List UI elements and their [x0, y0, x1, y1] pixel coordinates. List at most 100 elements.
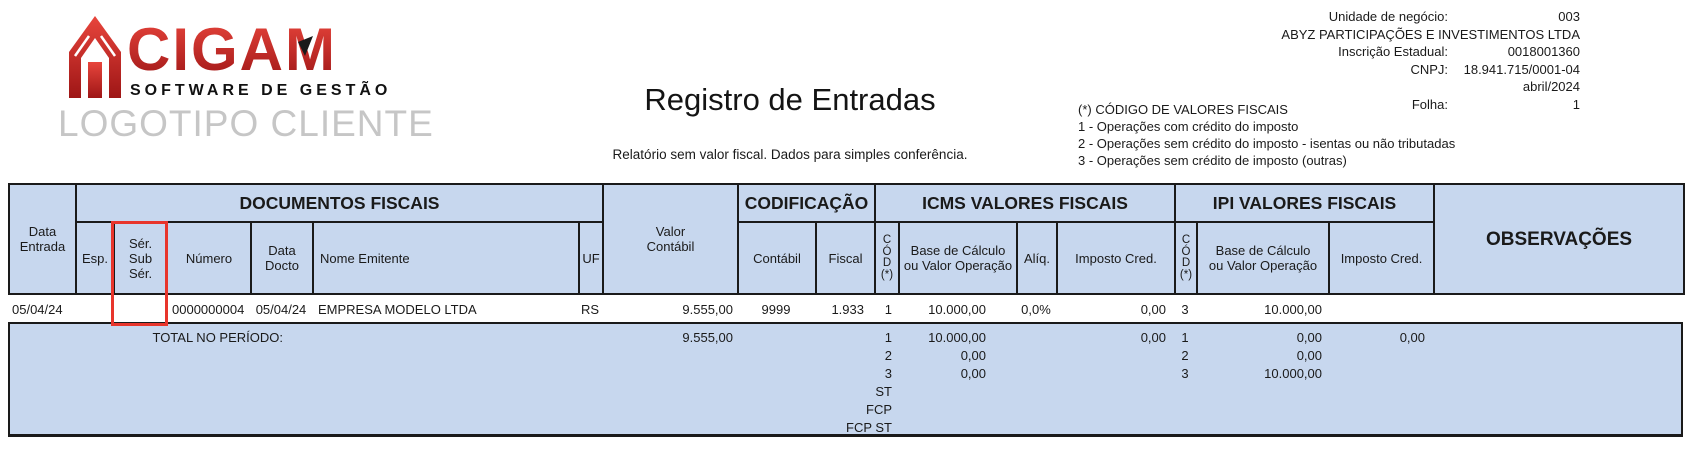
header-text: Entrada	[19, 239, 66, 254]
report-subtitle: Relatório sem valor fiscal. Dados para s…	[612, 147, 968, 162]
cell-icms-cod: 1	[874, 297, 898, 322]
header-text: Ó	[1181, 245, 1191, 258]
legend-item-3: 3 - Operações sem crédito de imposto (ou…	[1078, 153, 1347, 168]
header-text: D	[1181, 257, 1191, 269]
inscricao-label: Inscrição Estadual:	[1338, 44, 1448, 59]
company-info-block: Unidade de negócio: 003 ABYZ PARTICIPAÇÕ…	[1000, 8, 1580, 113]
totals-box: TOTAL NO PERÍODO: 9.555,00 1 10.000,00 0…	[8, 322, 1683, 437]
legend-item-1: 1 - Operações com crédito do imposto	[1078, 119, 1299, 134]
header-col-esp: Esp.	[75, 221, 115, 295]
cell-ipi-imposto	[1328, 297, 1433, 322]
cell-esp	[75, 297, 113, 322]
totals-ipi-cod-1: 1	[1181, 330, 1189, 345]
header-col-fiscal: Fiscal	[815, 221, 876, 295]
report-title: Registro de Entradas	[644, 82, 936, 117]
totals-icms-base-2: 0,00	[960, 348, 986, 363]
entries-table-header: Data Entrada DOCUMENTOS FISCAIS Valor Co…	[8, 183, 1686, 295]
header-col-nome-emitente: Nome Emitente	[312, 221, 580, 295]
cell-ser-sub	[113, 297, 166, 322]
cell-nome-emitente: EMPRESA MODELO LTDA	[312, 297, 578, 322]
info-row-folha: Folha: 1	[1000, 96, 1580, 114]
header-col-ipi-cod: C Ó D (*)	[1174, 221, 1198, 295]
cell-icms-base: 10.000,00	[898, 297, 1016, 322]
client-logo-placeholder: LOGOTIPO CLIENTE	[58, 103, 434, 144]
totals-ipi-cod-3: 3	[1181, 366, 1189, 381]
totals-row-st: ST	[875, 384, 892, 399]
header-text: Contábil	[646, 239, 695, 254]
legend-item-2: 2 - Operações sem crédito do imposto - i…	[1078, 136, 1456, 151]
header-group-icms: ICMS VALORES FISCAIS	[874, 183, 1176, 223]
header-col-ipi-imposto: Imposto Cred.	[1327, 221, 1436, 295]
header-col-data-entrada: Data Entrada	[8, 183, 77, 295]
header-group-documentos-fiscais: DOCUMENTOS FISCAIS	[75, 183, 604, 223]
totals-valor-contabil: 9.555,00	[682, 330, 733, 345]
header-group-codificacao: CODIFICAÇÃO	[737, 183, 876, 223]
header-text: ou Valor Operação	[1208, 258, 1318, 273]
cell-data-entrada: 05/04/24	[8, 297, 75, 322]
cell-cod-contabil: 9999	[737, 297, 815, 322]
totals-icms-cod-3: 3	[884, 366, 892, 381]
table-row: 05/04/24 0000000004 05/04/24 EMPRESA MOD…	[8, 297, 1683, 322]
header-col-contabil: Contábil	[737, 221, 817, 295]
header-text: (*)	[880, 268, 894, 281]
cnpj-value: 18.941.715/0001-04	[1463, 61, 1580, 77]
header-col-ser-sub: Sér. Sub Sér.	[113, 221, 168, 295]
header-group-ipi: IPI VALORES FISCAIS	[1173, 183, 1436, 223]
cell-icms-aliq: 0,0%	[1016, 297, 1056, 322]
header-text: C	[882, 234, 892, 246]
header-text: Docto	[265, 258, 299, 273]
totals-ipi-base-3: 10.000,00	[1264, 366, 1322, 381]
header-col-icms-imposto: Imposto Cred.	[1056, 221, 1176, 295]
header-text: (*)	[1179, 268, 1193, 281]
folha-value: 1	[1572, 96, 1580, 112]
cell-uf: RS	[578, 297, 602, 322]
header-col-icms-cod: C Ó D (*)	[874, 221, 900, 295]
header-text: Base de Cálculo	[1215, 243, 1311, 258]
cell-data-docto: 05/04/24	[250, 297, 312, 322]
fiscal-codes-legend: (*) CÓDIGO DE VALORES FISCAIS 1 - Operaç…	[1078, 101, 1455, 169]
cell-ipi-cod: 3	[1174, 297, 1196, 322]
totals-icms-base-1: 10.000,00	[928, 330, 986, 345]
totals-icms-imposto-1: 0,00	[1140, 330, 1166, 345]
header-col-uf: UF	[578, 221, 604, 295]
cell-cod-fiscal: 1.933	[815, 297, 874, 322]
cell-valor-contabil: 9.555,00	[602, 297, 737, 322]
cigam-logo-graphic: CIGAM SOFTWARE DE GESTÃO	[69, 16, 391, 99]
header-text: C	[1181, 234, 1191, 246]
header-col-ipi-base: Base de Cálculo ou Valor Operação	[1196, 221, 1330, 295]
cell-numero: 0000000004	[166, 297, 250, 322]
legend-title: (*) CÓDIGO DE VALORES FISCAIS	[1078, 102, 1288, 117]
highlight-box	[111, 221, 168, 326]
header-col-data-docto: Data Docto	[250, 221, 314, 295]
cnpj-label: CNPJ:	[1410, 61, 1448, 77]
cigam-house-icon	[69, 16, 121, 98]
cell-ipi-base: 10.000,00	[1196, 297, 1328, 322]
inscricao-value: 0018001360	[1507, 44, 1580, 59]
info-row-unidade: Unidade de negócio: 003	[1000, 8, 1580, 26]
totals-label: TOTAL NO PERÍODO:	[152, 330, 283, 345]
header-text: Data	[268, 243, 296, 258]
header-text: Sér.	[128, 235, 153, 251]
cell-icms-imposto: 0,00	[1056, 297, 1174, 322]
header-text: ou Valor Operação	[903, 258, 1013, 273]
header-text: D	[882, 257, 892, 269]
cigam-tagline: SOFTWARE DE GESTÃO	[130, 79, 391, 99]
header-text: Sér.	[128, 265, 153, 281]
totals-ipi-cod-2: 2	[1181, 348, 1189, 363]
header-col-icms-aliq: Alíq.	[1016, 221, 1058, 295]
cigam-wordmark: CIGAM	[127, 16, 337, 83]
totals-row-fcp: FCP	[866, 402, 892, 417]
totals-ipi-base-1: 0,00	[1296, 330, 1322, 345]
totals-row-fcp-st: FCP ST	[846, 420, 892, 435]
period-value: abril/2024	[1522, 79, 1580, 94]
totals-icms-base-3: 0,00	[960, 366, 986, 381]
entries-data-row: 05/04/24 0000000004 05/04/24 EMPRESA MOD…	[8, 297, 1683, 322]
header-text: Valor	[655, 224, 686, 239]
info-row-inscricao: Inscrição Estadual: 0018001360	[1000, 43, 1580, 61]
cursor-arrow-icon	[298, 36, 313, 56]
totals-ipi-base-2: 0,00	[1296, 348, 1322, 363]
header-text: Data	[28, 224, 57, 239]
cigam-logo: CIGAM SOFTWARE DE GESTÃO	[55, 10, 415, 107]
totals-icms-cod-2: 2	[884, 348, 892, 363]
